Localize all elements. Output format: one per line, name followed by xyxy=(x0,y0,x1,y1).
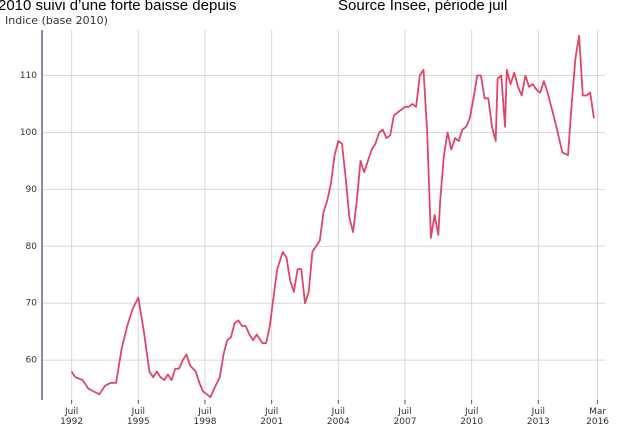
x-tick-label: Juil 1995 xyxy=(127,407,150,427)
x-tick-label: Juil 1998 xyxy=(194,407,217,427)
y-tick-label: 100 xyxy=(20,128,37,138)
y-axis-label: Indice (base 2010) xyxy=(5,14,108,27)
x-tick-label: Mar 2016 xyxy=(586,407,609,427)
header-left: 2010 suivi d’une forte baisse depuis xyxy=(0,0,237,14)
x-tick-label: Juil 2007 xyxy=(394,407,417,427)
x-tick-label: Juil 2001 xyxy=(260,407,283,427)
y-tick-label: 70 xyxy=(26,299,38,309)
x-tick-label: Juil 2004 xyxy=(327,407,350,427)
x-tick-label: Juil 2013 xyxy=(527,407,550,427)
y-tick-label: 90 xyxy=(26,185,38,195)
data-line xyxy=(70,34,595,399)
y-tick-label: 110 xyxy=(20,71,37,81)
header-right: Source Insee, période juil xyxy=(338,0,507,14)
x-tick-label: Juil 2010 xyxy=(460,407,483,427)
x-tick-label: Juil 1992 xyxy=(60,407,83,427)
y-tick-label: 60 xyxy=(26,356,38,366)
y-tick-label: 80 xyxy=(26,242,38,252)
